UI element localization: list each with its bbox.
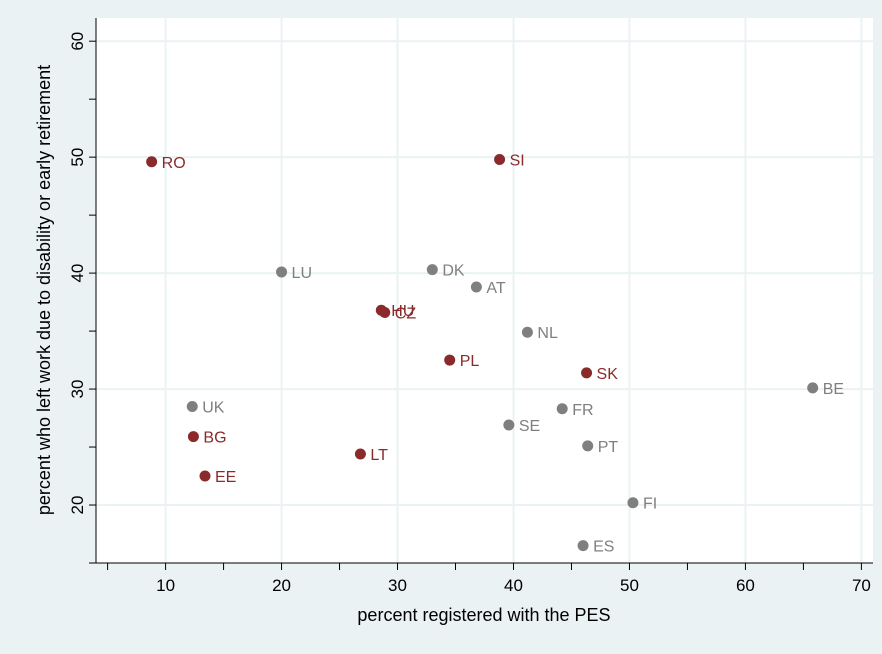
axes: 10 20 30 40 50 60 70 20 30 40 50 60 <box>68 18 873 595</box>
y-tick-label: 30 <box>68 380 87 399</box>
point-label: LU <box>292 265 312 282</box>
data-point <box>494 153 506 165</box>
data-point <box>582 440 594 452</box>
x-axis-label: percent registered with the PES <box>357 605 610 625</box>
data-point <box>470 281 482 293</box>
data-point <box>186 400 198 412</box>
data-point <box>627 497 639 509</box>
data-point <box>577 540 589 552</box>
x-tick-label: 50 <box>620 576 639 595</box>
grid-lines <box>96 18 873 563</box>
x-tick-label: 20 <box>272 576 291 595</box>
y-axis-label: percent who left work due to disability … <box>34 65 54 515</box>
y-tick-label: 40 <box>68 264 87 283</box>
point-label: DK <box>442 263 465 280</box>
point-label: UK <box>202 399 225 416</box>
data-point <box>187 431 199 443</box>
data-point <box>276 266 288 278</box>
x-tick-label: 60 <box>736 576 755 595</box>
point-label: FR <box>572 402 593 419</box>
point-label: SE <box>519 418 540 435</box>
data-point <box>556 403 568 415</box>
point-label: FI <box>643 496 657 513</box>
y-tick-label: 50 <box>68 148 87 167</box>
x-tick-label: 10 <box>156 576 175 595</box>
data-point <box>379 307 391 319</box>
data-point <box>146 156 158 168</box>
point-label: BG <box>203 430 226 447</box>
data-point <box>581 367 593 379</box>
plot-area <box>96 18 873 563</box>
data-point <box>426 264 438 276</box>
x-tick-label: 70 <box>852 576 871 595</box>
data-point <box>807 382 819 394</box>
point-label: LT <box>370 447 388 464</box>
point-label: RO <box>162 155 186 172</box>
point-label: AT <box>486 280 505 297</box>
point-label: EE <box>215 469 236 486</box>
point-label: PT <box>598 439 619 456</box>
data-point <box>444 354 456 366</box>
point-label: HU <box>391 303 414 320</box>
x-tick-label: 30 <box>388 576 407 595</box>
point-label: SI <box>510 152 525 169</box>
data-point <box>521 326 533 338</box>
point-label: CZ <box>395 306 417 323</box>
point-label: NL <box>537 325 558 342</box>
y-tick-label: 20 <box>68 496 87 515</box>
point-label: BE <box>823 381 844 398</box>
y-tick-label: 60 <box>68 32 87 51</box>
point-label: ES <box>593 539 614 556</box>
data-point <box>354 448 366 460</box>
x-tick-label: 40 <box>504 576 523 595</box>
point-label: SK <box>597 366 619 383</box>
data-point <box>199 470 211 482</box>
point-label: PL <box>460 353 480 370</box>
data-point <box>503 419 515 431</box>
